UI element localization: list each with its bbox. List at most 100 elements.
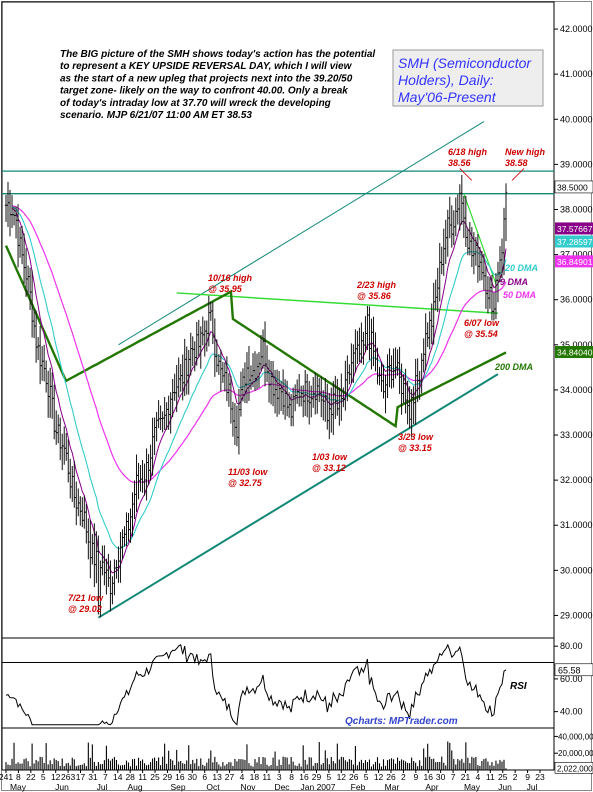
commentary-line: The BIG picture of the SMH shows today's… [60,49,375,60]
price-axis-label: 36.0000 [560,295,593,305]
last-value-tag-label: 37.57667 [557,224,593,234]
x-axis-month-label: Oct [206,782,220,792]
commentary-line: to represent a KEY UPSIDE REVERSAL DAY, … [60,61,353,72]
last-value-tag: 38.5000 [554,180,593,194]
price-annotations: 7/21 low@ 29.02 10/16 high@ 35.95 11/03 lo… [68,147,546,614]
x-axis-day-label: 13 [212,772,222,782]
last-value-tag-box [555,235,593,248]
annotation-label: @ 32.75 [228,478,263,488]
x-axis-month-label: May [10,782,27,792]
x-axis: 241 8 22 5 12 263 17 31 7 14 28 11 25 29 16 30 6 13 27 4 18 1… [0,770,545,792]
annotation-label: 38.56 [448,158,472,168]
annotation-label: 10/16 high [208,273,253,283]
chart-title-line-3: May'06-Present [398,89,497,105]
x-axis-day-label: 4 [476,772,481,782]
annotation-label: @ 29.02 [68,604,102,614]
annotation-label: @ 33.12 [312,463,346,473]
price-axis-label: 30.0000 [560,565,593,575]
rsi-last-value-box [554,663,593,677]
last-value-tag: 37.57667 [555,222,593,235]
x-axis-month-label: Dec [274,782,290,792]
annotation-pointer [511,168,525,181]
x-axis-month-label: Nov [240,782,256,792]
x-axis-day-label: 9 [525,772,530,782]
x-axis-day-label: 12 [374,772,384,782]
x-axis-day-label: 25 [498,772,508,782]
volume-last-value-box [554,762,593,774]
price-axis-label: 29.0000 [560,610,593,620]
x-axis-month-label: Jul [97,782,108,792]
annotation-label: 3/23 low [398,432,434,442]
x-axis-day-label: 8 [289,772,294,782]
volume-axis: 40,000,000 20,000,000 2,022,000 [554,732,593,774]
x-axis-month-label: Jun [55,782,69,792]
x-axis-day-label: 5 [364,772,369,782]
annotation-pointer [459,168,473,181]
x-axis-day-label: 7 [451,772,456,782]
x-axis-day-label: 18 [250,772,260,782]
price-axis-label: 40.0000 [560,114,593,124]
x-axis-day-label: 2 [513,772,518,782]
moving-average-labels: 20 DMA 9 DMA 50 DMA 200 DMA [494,263,538,372]
x-axis-month-label: Jun [498,782,512,792]
price-axis-label: 35.0000 [560,340,593,350]
x-axis-day-label: 2 [401,772,406,782]
x-axis-day-label: 25 [150,772,160,782]
price-axis-label: 38.0000 [560,204,593,214]
x-axis-day-label: 22 [26,772,36,782]
annotation-label: 11/03 low [228,467,268,477]
x-axis-month-label: Aug [127,782,142,792]
annotation-label: 2/23 high [356,280,397,290]
ma-label: 200 DMA [494,362,533,372]
commentary-line: as the start of a new upleg that project… [60,73,353,84]
last-value-tag-box [555,255,593,268]
price-axis-label: 34.0000 [560,385,593,395]
x-axis-day-label: 16 [423,772,433,782]
x-axis-day-label: 26 [349,772,359,782]
x-axis-month-label: Apr [425,782,438,792]
rsi-label: RSI [510,681,527,692]
rising-support-trendline [97,373,499,619]
rsi-axis-label: 40.00 [560,707,583,717]
annotation-label: 38.58 [505,158,528,168]
dma-200-line [4,245,507,429]
x-axis-day-label: 11 [138,772,147,782]
price-axis-label: 41.0000 [560,69,593,79]
volume-last-value: 2,022,000 [557,764,593,773]
price-axis: 42.0000 41.0000 40.0000 39.0000 38.0000 37.00… [554,24,593,620]
annotation-label: @ 35.54 [464,329,498,339]
x-axis-day-label: 11 [486,772,495,782]
x-axis-day-label: 16 [299,772,309,782]
x-axis-day-label: 9 [413,772,418,782]
x-axis-day-label: 12 [337,772,347,782]
chart-title-line-2: Holders), Daily: [398,72,494,88]
x-axis-day-label: 23 [535,772,545,782]
x-axis-day-label: 30 [188,772,198,782]
last-value-tag-label: 36.84901 [557,257,593,267]
upper-channel-line [118,121,485,346]
x-axis-month-label: Jan 2007 [301,782,336,792]
x-axis-day-label: 11 [262,772,271,782]
annotation-label: @ 33.15 [398,443,433,453]
x-axis-day-label: 27 [225,772,235,782]
last-value-tag: 37.28597 [555,235,593,248]
x-axis-day-label: 7 [103,772,108,782]
commentary-line: of today's intraday low at 37.70 will wr… [60,98,331,109]
price-axis-label: 31.0000 [560,520,593,530]
x-axis-month-label: Mar [385,782,400,792]
last-value-tag-label: 37.28597 [557,237,593,247]
x-axis-month-label: May [464,782,481,792]
volume-axis-label: 40,000,000 [558,732,593,741]
x-axis-day-label: 263 [61,772,75,782]
x-axis-day-label: 241 [0,772,13,782]
x-axis-month-label: Jul [527,782,538,792]
x-axis-day-label: 29 [163,772,173,782]
x-axis-month-label: Feb [351,782,366,792]
chart-title-line-1: SMH (Semiconductor [398,55,532,71]
x-axis-day-label: 4 [240,772,245,782]
rsi-series-line [5,643,507,726]
rsi-line [5,643,507,726]
annotation-label: New high [505,147,546,157]
